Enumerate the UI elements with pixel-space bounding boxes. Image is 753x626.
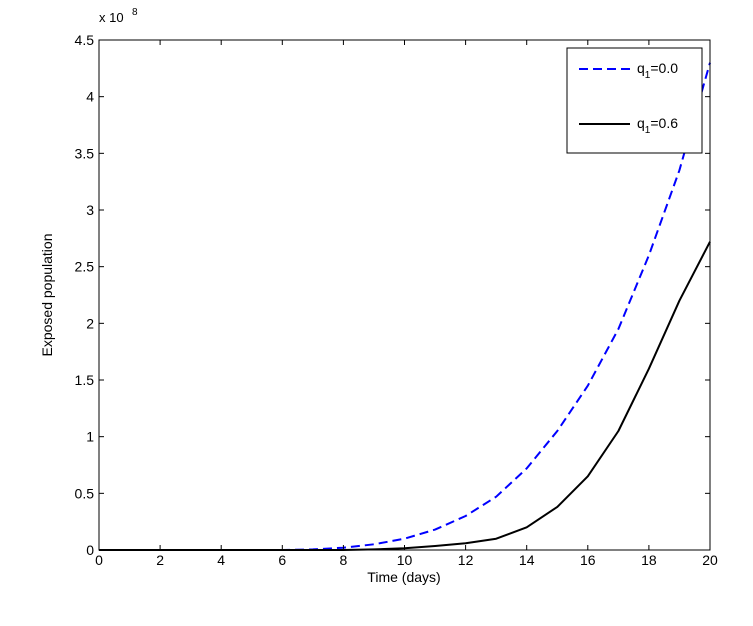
x-axis-label: Time (days) <box>367 569 440 585</box>
x-tick-label: 6 <box>278 552 286 568</box>
y-tick-label: 2.5 <box>75 259 95 275</box>
y-tick-label: 4 <box>86 89 94 105</box>
y-scale-exponent: 8 <box>132 7 138 18</box>
y-scale-label: x 10 <box>99 10 124 25</box>
legend-label-1: q1=0.0 <box>637 60 678 81</box>
x-tick-label: 0 <box>95 552 103 568</box>
tick-layer: 0 2 4 6 8 10 12 14 16 18 20 0 0.5 1 1.5 2 2.5 3 3.5 4 4.5 <box>75 32 718 568</box>
y-tick-label: 2 <box>86 315 94 331</box>
plot-border <box>98 39 711 551</box>
x-tick-label: 2 <box>156 552 164 568</box>
x-tick-label: 16 <box>580 552 596 568</box>
legend: q1=0.0 q1=0.6 <box>566 47 703 154</box>
x-tick-label: 14 <box>519 552 535 568</box>
y-tick-label: 1 <box>86 429 94 445</box>
x-tick-label: 10 <box>397 552 413 568</box>
x-tick-label: 12 <box>458 552 474 568</box>
y-tick-label: 4.5 <box>75 32 95 48</box>
y-tick-label: 0 <box>86 542 94 558</box>
x-tick-label: 18 <box>641 552 657 568</box>
legend-box <box>566 47 703 154</box>
y-tick-label: 0.5 <box>75 485 95 501</box>
x-tick-label: 20 <box>702 552 718 568</box>
y-tick-label: 3.5 <box>75 145 95 161</box>
y-tick-label: 1.5 <box>75 372 95 388</box>
x-tick-label: 8 <box>340 552 348 568</box>
x-tick-label: 4 <box>217 552 225 568</box>
y-tick-label: 3 <box>86 202 94 218</box>
y-axis-label: Exposed population <box>39 234 55 357</box>
legend-label-2: q1=0.6 <box>637 115 678 136</box>
